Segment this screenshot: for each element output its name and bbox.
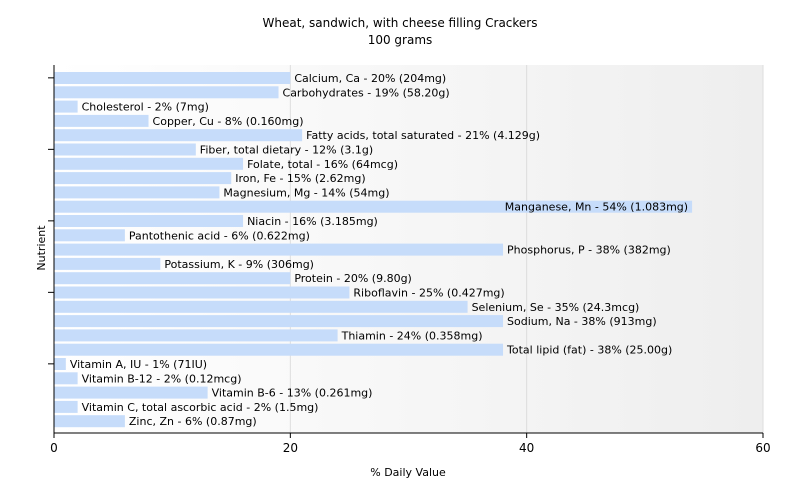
bar xyxy=(54,100,78,113)
bar-label: Riboflavin - 25% (0.427mg) xyxy=(353,287,504,300)
bar xyxy=(54,400,78,413)
x-tick-label: 0 xyxy=(50,441,58,455)
bar-label: Folate, total - 16% (64mcg) xyxy=(247,158,398,171)
bar xyxy=(54,129,303,142)
bar-label: Carbohydrates - 19% (58.20g) xyxy=(283,86,450,99)
bar xyxy=(54,114,149,127)
bar xyxy=(54,186,220,199)
chart-title: Wheat, sandwich, with cheese filling Cra… xyxy=(263,16,538,30)
bar xyxy=(54,315,504,328)
bar-label: Vitamin A, IU - 1% (71IU) xyxy=(70,358,207,371)
bar-label: Total lipid (fat) - 38% (25.00g) xyxy=(506,344,672,357)
bar-label: Manganese, Mn - 54% (1.083mg) xyxy=(505,201,688,214)
bar-label: Phosphorus, P - 38% (382mg) xyxy=(507,244,671,257)
bar xyxy=(54,343,504,356)
bar xyxy=(54,358,66,370)
bar xyxy=(54,243,504,256)
bars xyxy=(54,72,693,428)
bar-label: Calcium, Ca - 20% (204mg) xyxy=(294,72,446,85)
bar-label: Thiamin - 24% (0.358mg) xyxy=(341,329,483,342)
y-axis-title: Nutrient xyxy=(35,225,48,271)
bar xyxy=(54,229,125,242)
bar xyxy=(54,72,291,84)
bar xyxy=(54,257,161,270)
bar-label: Pantothenic acid - 6% (0.622mg) xyxy=(129,229,310,242)
x-axis-title: % Daily Value xyxy=(370,466,446,479)
x-tick-label: 20 xyxy=(283,441,298,455)
bar xyxy=(54,329,338,342)
bar xyxy=(54,272,291,285)
bar xyxy=(54,215,244,227)
x-tick-label: 40 xyxy=(519,441,534,455)
bar-label: Potassium, K - 9% (306mg) xyxy=(164,258,314,271)
bar-label: Selenium, Se - 35% (24.3mcg) xyxy=(472,301,640,314)
bar xyxy=(54,386,208,399)
bar-label: Fiber, total dietary - 12% (3.1g) xyxy=(200,144,373,157)
bar-label: Protein - 20% (9.80g) xyxy=(294,272,412,285)
bar-label: Vitamin B-12 - 2% (0.12mcg) xyxy=(82,372,242,385)
bar-label: Fatty acids, total saturated - 21% (4.12… xyxy=(306,129,540,142)
x-tick-label: 60 xyxy=(755,441,770,455)
bar xyxy=(54,86,279,99)
bar xyxy=(54,286,350,299)
bar-label: Sodium, Na - 38% (913mg) xyxy=(507,315,657,328)
bar xyxy=(54,300,468,313)
bar-label: Vitamin C, total ascorbic acid - 2% (1.5… xyxy=(82,401,319,414)
bar xyxy=(54,200,693,213)
bar-label: Zinc, Zn - 6% (0.87mg) xyxy=(129,415,257,428)
chart-subtitle: 100 grams xyxy=(368,33,433,47)
bar-label: Vitamin B-6 - 13% (0.261mg) xyxy=(212,387,373,400)
bar xyxy=(54,143,196,156)
bar-label: Iron, Fe - 15% (2.62mg) xyxy=(235,172,365,185)
bar-label: Copper, Cu - 8% (0.160mg) xyxy=(153,115,304,128)
bar xyxy=(54,157,244,170)
bar-labels: Calcium, Ca - 20% (204mg)Carbohydrates -… xyxy=(70,72,688,428)
bar-label: Magnesium, Mg - 14% (54mg) xyxy=(223,186,389,199)
axes: 0 20 40 60 xyxy=(48,65,771,455)
bar xyxy=(54,415,125,428)
bar xyxy=(54,172,232,185)
bar xyxy=(54,372,78,385)
bar-label: Niacin - 16% (3.185mg) xyxy=(247,215,378,228)
bar-label: Cholesterol - 2% (7mg) xyxy=(82,101,209,114)
